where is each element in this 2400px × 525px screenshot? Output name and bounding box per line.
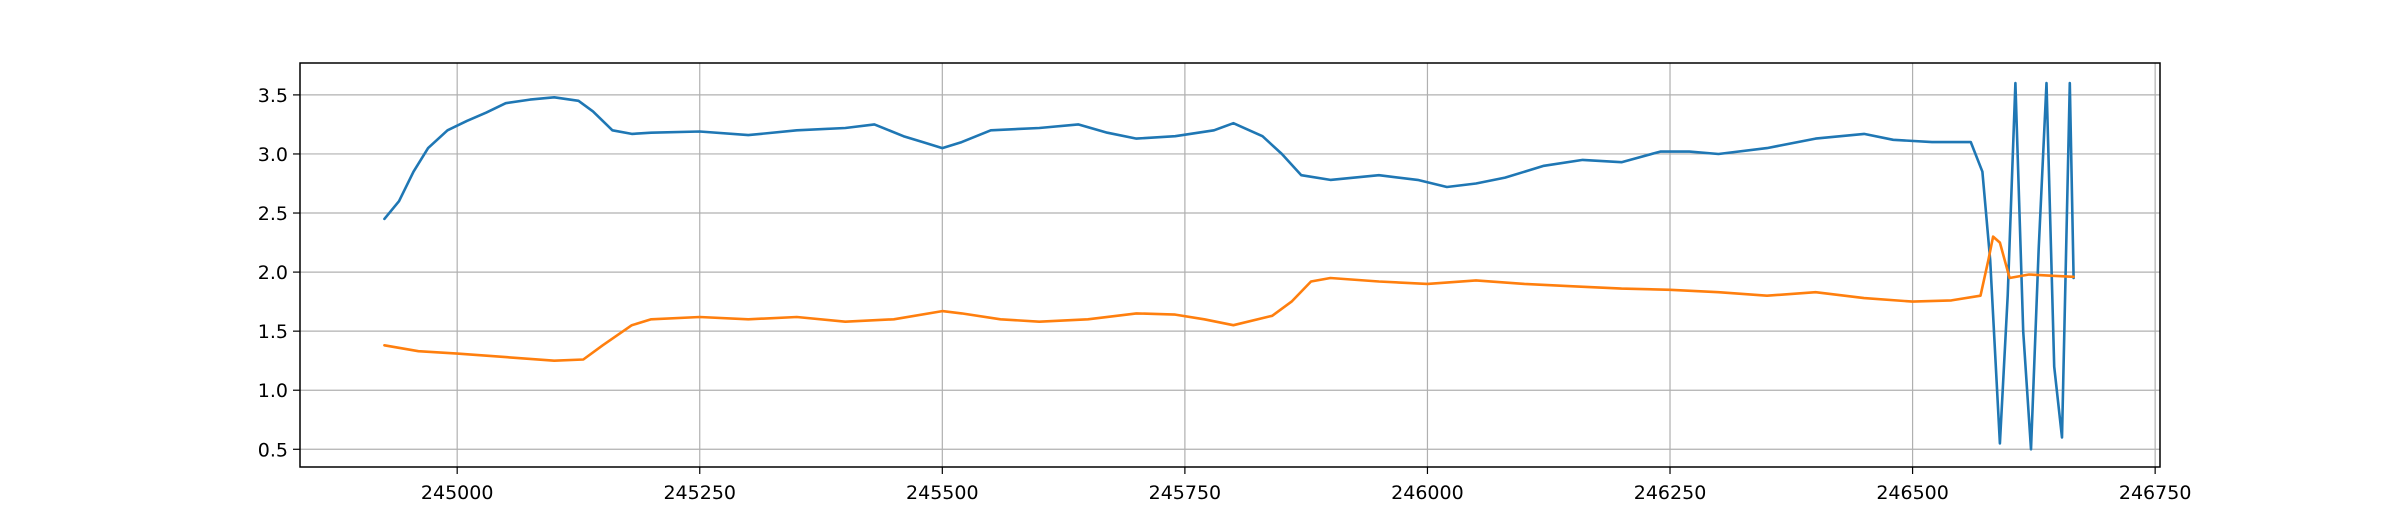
y-axis: 0.5 1.0 1.5 2.0 2.5 3.0 3.5 xyxy=(258,85,300,461)
x-axis: 245000 245250 245500 245750 246000 246250 2465… xyxy=(421,467,2191,504)
series-line-1 xyxy=(383,81,2075,451)
y-tick-label: 3.0 xyxy=(258,144,288,166)
x-tick-label: 245500 xyxy=(906,482,979,504)
x-tick-label: 246500 xyxy=(1876,482,1949,504)
y-tick-label: 1.5 xyxy=(258,321,288,343)
x-tick-label: 246000 xyxy=(1391,482,1464,504)
y-tick-label: 2.0 xyxy=(258,262,288,284)
series-group xyxy=(383,81,2075,451)
x-tick-label: 246250 xyxy=(1634,482,1707,504)
series-line-2 xyxy=(383,235,2075,362)
y-tick-label: 2.5 xyxy=(258,203,288,225)
y-tick-label: 0.5 xyxy=(258,439,288,461)
y-tick-label: 3.5 xyxy=(258,85,288,107)
x-tick-label: 245750 xyxy=(1149,482,1222,504)
plot-frame xyxy=(299,62,2161,468)
x-tick-label: 245000 xyxy=(421,482,494,504)
x-tick-label: 246750 xyxy=(2119,482,2192,504)
x-tick-label: 245250 xyxy=(663,482,736,504)
y-tick-label: 1.0 xyxy=(258,380,288,402)
grid xyxy=(300,63,2160,467)
